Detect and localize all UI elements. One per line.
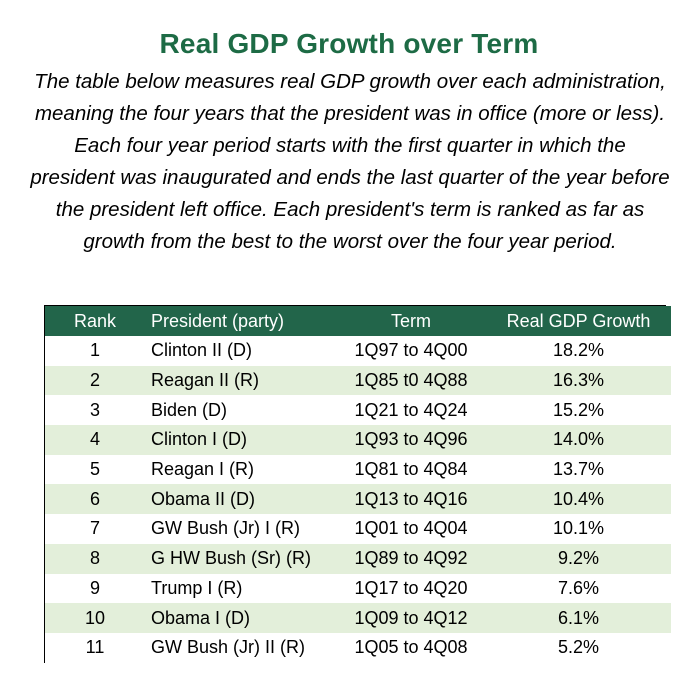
growth-cell: 10.4% xyxy=(486,484,671,515)
term-cell: 1Q97 to 4Q00 xyxy=(336,336,486,366)
table-row: 11 GW Bush (Jr) II (R) 1Q05 to 4Q08 5.2% xyxy=(45,632,671,663)
president-cell: Clinton II (D) xyxy=(145,336,336,366)
growth-cell: 6.1% xyxy=(486,603,671,633)
president-cell: Reagan I (R) xyxy=(145,454,336,485)
president-cell: Obama I (D) xyxy=(145,603,336,633)
rank-cell: 6 xyxy=(45,484,145,515)
growth-cell: 16.3% xyxy=(486,365,671,396)
page-title: Real GDP Growth over Term xyxy=(159,28,539,59)
term-cell: 1Q81 to 4Q84 xyxy=(336,454,486,485)
description-text: The table below measures real GDP growth… xyxy=(30,70,670,253)
table-row: 8 G HW Bush (Sr) (R) 1Q89 to 4Q92 9.2% xyxy=(45,543,671,574)
president-cell: Reagan II (R) xyxy=(145,365,336,396)
table-row: 1 Clinton II (D) 1Q97 to 4Q00 18.2% xyxy=(45,336,671,366)
president-cell: Obama II (D) xyxy=(145,484,336,515)
president-cell: Trump I (R) xyxy=(145,573,336,604)
rank-cell: 11 xyxy=(45,632,145,663)
growth-cell: 15.2% xyxy=(486,395,671,426)
table-row: 2 Reagan II (R) 1Q85 t0 4Q88 16.3% xyxy=(45,365,671,396)
growth-cell: 5.2% xyxy=(486,632,671,663)
growth-cell: 14.0% xyxy=(486,425,671,455)
term-cell: 1Q89 to 4Q92 xyxy=(336,543,486,574)
rank-cell: 8 xyxy=(45,543,145,574)
growth-cell: 7.6% xyxy=(486,573,671,604)
column-header-term: Term xyxy=(336,306,486,336)
term-cell: 1Q09 to 4Q12 xyxy=(336,603,486,633)
rank-cell: 9 xyxy=(45,573,145,604)
growth-cell: 9.2% xyxy=(486,543,671,574)
term-cell: 1Q05 to 4Q08 xyxy=(336,632,486,663)
term-cell: 1Q93 to 4Q96 xyxy=(336,425,486,455)
term-cell: 1Q17 to 4Q20 xyxy=(336,573,486,604)
table-row: 5 Reagan I (R) 1Q81 to 4Q84 13.7% xyxy=(45,454,671,485)
term-cell: 1Q85 t0 4Q88 xyxy=(336,365,486,396)
president-cell: Clinton I (D) xyxy=(145,425,336,455)
president-cell: GW Bush (Jr) I (R) xyxy=(145,514,336,544)
gdp-growth-table: Rank President (party) Term Real GDP Gro… xyxy=(45,306,671,663)
table-row: 3 Biden (D) 1Q21 to 4Q24 15.2% xyxy=(45,395,671,426)
rank-cell: 5 xyxy=(45,454,145,485)
column-header-rank: Rank xyxy=(45,306,145,336)
table-row: 4 Clinton I (D) 1Q93 to 4Q96 14.0% xyxy=(45,425,671,455)
growth-cell: 10.1% xyxy=(486,514,671,544)
table-row: 7 GW Bush (Jr) I (R) 1Q01 to 4Q04 10.1% xyxy=(45,514,671,544)
rank-cell: 10 xyxy=(45,603,145,633)
term-cell: 1Q21 to 4Q24 xyxy=(336,395,486,426)
rank-cell: 1 xyxy=(45,336,145,366)
rank-cell: 3 xyxy=(45,395,145,426)
president-cell: G HW Bush (Sr) (R) xyxy=(145,543,336,574)
table-row: 6 Obama II (D) 1Q13 to 4Q16 10.4% xyxy=(45,484,671,515)
table-row: 9 Trump I (R) 1Q17 to 4Q20 7.6% xyxy=(45,573,671,604)
table-header-row: Rank President (party) Term Real GDP Gro… xyxy=(45,306,671,336)
column-header-president: President (party) xyxy=(145,306,336,336)
rank-cell: 4 xyxy=(45,425,145,455)
president-cell: Biden (D) xyxy=(145,395,336,426)
rank-cell: 7 xyxy=(45,514,145,544)
gdp-table-container: Rank President (party) Term Real GDP Gro… xyxy=(44,305,671,663)
table-row: 10 Obama I (D) 1Q09 to 4Q12 6.1% xyxy=(45,603,671,633)
term-cell: 1Q01 to 4Q04 xyxy=(336,514,486,544)
growth-cell: 18.2% xyxy=(486,336,671,366)
growth-cell: 13.7% xyxy=(486,454,671,485)
term-cell: 1Q13 to 4Q16 xyxy=(336,484,486,515)
president-cell: GW Bush (Jr) II (R) xyxy=(145,632,336,663)
column-header-growth: Real GDP Growth xyxy=(486,306,671,336)
rank-cell: 2 xyxy=(45,365,145,396)
